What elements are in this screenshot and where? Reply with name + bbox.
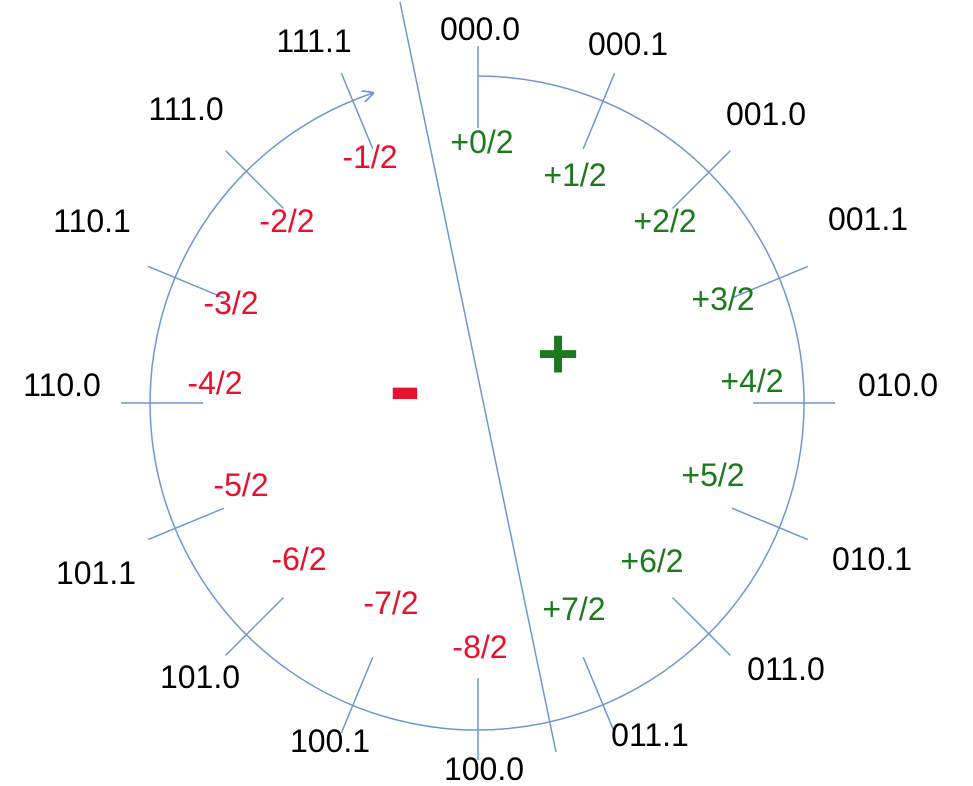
binary-label: 001.1 [828,201,908,237]
fraction-label: -8/2 [452,629,507,665]
minus-sign: - [389,332,421,439]
tick-mark [671,150,731,210]
binary-label: 100.1 [290,723,370,759]
tick-mark [340,72,374,150]
tick-mark [225,150,285,210]
tick-mark [582,656,616,734]
binary-label: 100.0 [444,751,524,786]
fraction-label: -7/2 [363,585,418,621]
fraction-label: +4/2 [720,363,783,399]
fraction-label: -2/2 [259,203,314,239]
tick-mark [340,656,374,734]
plus-sign: + [537,314,579,394]
tick-mark [147,507,225,541]
fraction-label: -3/2 [203,285,258,321]
tick-mark [731,265,809,299]
fraction-label: -5/2 [213,467,268,503]
sign-divider-line [399,1,557,753]
binary-label: 011.1 [611,717,689,753]
tick-mark [147,265,225,299]
binary-label: 001.0 [726,96,806,132]
binary-label: 000.0 [440,11,520,47]
binary-label: 111.1 [276,23,351,59]
binary-label: 101.1 [56,555,136,591]
tick-mark [671,596,731,656]
tick-mark [582,72,616,150]
binary-label: 010.1 [832,541,912,577]
fraction-label: +7/2 [542,591,605,627]
binary-label: 110.1 [53,203,131,239]
tick-mark [225,596,285,656]
tick-mark [731,507,809,541]
binary-label: 000.1 [588,26,668,62]
number-circle [149,75,805,731]
fraction-label: +0/2 [450,124,513,160]
fraction-label: -1/2 [342,139,397,175]
binary-label: 011.0 [747,651,825,687]
binary-label: 110.0 [23,367,101,403]
fraction-label: +3/2 [691,281,754,317]
binary-label: 101.0 [160,659,240,695]
position-labels: 000.0 +0/2 000.1 +1/2 001.0 +2/2 001.1 +3/2 010.… [23,11,938,786]
fraction-label: -6/2 [271,541,326,577]
fraction-label: +2/2 [633,203,696,239]
binary-label: 111.0 [148,91,223,127]
fraction-label: +1/2 [543,157,606,193]
fraction-label: +5/2 [681,457,744,493]
fraction-label: -4/2 [187,365,242,401]
tick-marks [121,46,835,760]
fraction-label: +6/2 [620,543,683,579]
binary-label: 010.0 [858,367,938,403]
